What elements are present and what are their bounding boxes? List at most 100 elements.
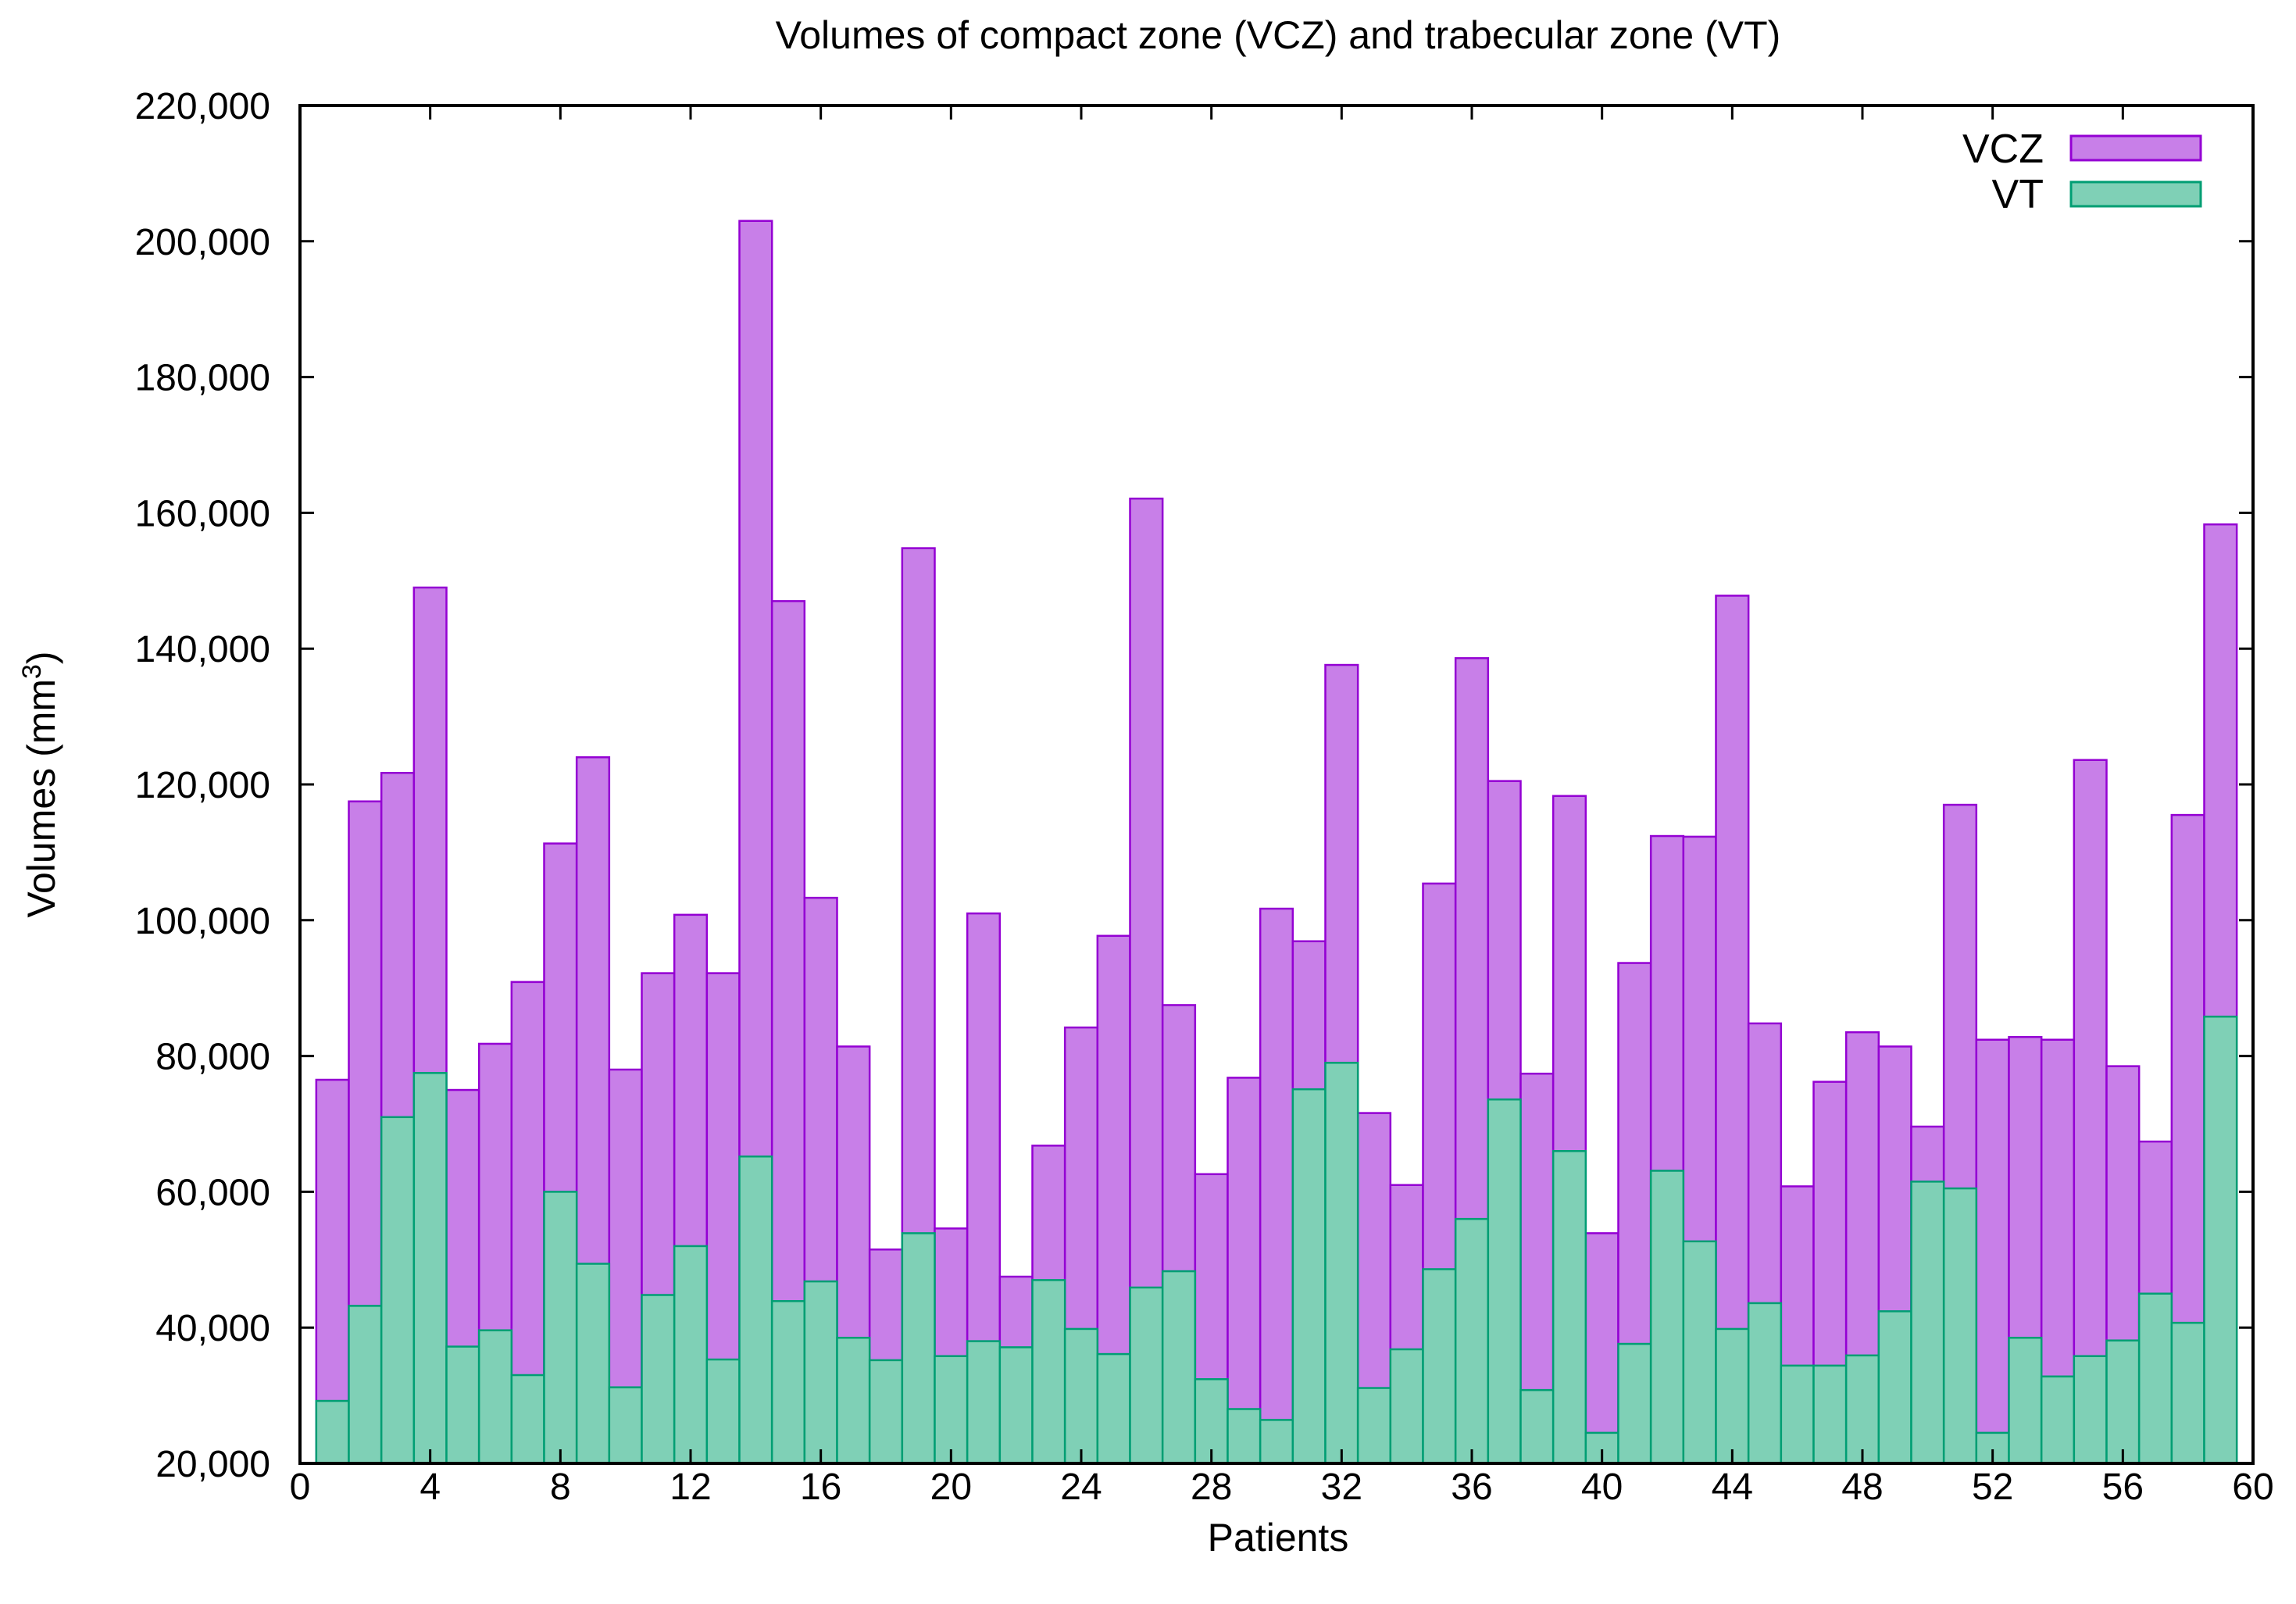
y-tick-label: 220,000 xyxy=(134,86,270,127)
bar-vt-36 xyxy=(1454,1217,1490,1465)
bar-vt-39 xyxy=(1551,1150,1587,1465)
bar-vcz-1 xyxy=(315,1078,350,1465)
x-tick-label: 48 xyxy=(1841,1466,1883,1508)
bar-vcz-40 xyxy=(1584,1232,1619,1465)
bar-vcz-52 xyxy=(1975,1038,2010,1465)
x-axis-ticks: 0 4 8 12 16 20 24 28 32 36 40 44 48 52 56 60 xyxy=(290,105,2274,1508)
y-tick-label: 200,000 xyxy=(134,222,270,263)
bar-vt-12 xyxy=(673,1245,709,1465)
bar-vt-45 xyxy=(1747,1302,1783,1465)
y-axis-title-superscript: 3 xyxy=(17,664,47,679)
y-tick-label: 160,000 xyxy=(134,493,270,534)
bar-vt-31 xyxy=(1291,1088,1327,1465)
bar-vt-44 xyxy=(1715,1327,1750,1465)
bar-vt-54 xyxy=(2040,1375,2076,1465)
x-tick-label: 4 xyxy=(420,1466,441,1508)
x-tick-label: 8 xyxy=(550,1466,571,1508)
bar-vt-17 xyxy=(836,1336,871,1465)
legend-swatch-vcz xyxy=(2069,134,2202,162)
bar-vt-20 xyxy=(934,1355,969,1465)
bar-vt-18 xyxy=(868,1359,904,1465)
bar-vt-30 xyxy=(1259,1419,1294,1465)
bar-vt-27 xyxy=(1161,1270,1197,1465)
bar-vt-32 xyxy=(1324,1062,1359,1465)
bar-vt-7 xyxy=(510,1374,545,1465)
bar-vt-38 xyxy=(1519,1388,1555,1465)
bar-vt-26 xyxy=(1129,1286,1164,1465)
bar-vt-50 xyxy=(1910,1181,1945,1465)
x-tick-label: 20 xyxy=(930,1466,972,1508)
legend: VCZ VT xyxy=(1962,127,2202,217)
x-tick-label: 0 xyxy=(290,1466,311,1508)
bar-vt-25 xyxy=(1096,1352,1131,1465)
bar-vt-58 xyxy=(2170,1321,2205,1465)
bar-vt-4 xyxy=(412,1072,448,1465)
bar-vt-13 xyxy=(705,1358,741,1465)
legend-label-vcz: VCZ xyxy=(1962,127,2044,172)
x-tick-label: 12 xyxy=(670,1466,711,1508)
x-tick-label: 32 xyxy=(1321,1466,1362,1508)
bar-vt-14 xyxy=(738,1155,773,1465)
x-tick-label: 28 xyxy=(1191,1466,1232,1508)
bar-vt-24 xyxy=(1063,1327,1099,1465)
bar-vt-22 xyxy=(998,1346,1034,1465)
y-axis-title: Volumes (mm3) xyxy=(17,651,63,917)
x-axis-title: Patients xyxy=(1208,1516,1349,1559)
x-tick-label: 52 xyxy=(1972,1466,2013,1508)
bar-vt-10 xyxy=(608,1386,643,1465)
bar-vt-3 xyxy=(380,1116,416,1465)
bar-vt-23 xyxy=(1031,1279,1066,1465)
bar-vt-15 xyxy=(770,1300,806,1465)
bar-vt-1 xyxy=(315,1399,350,1465)
bar-vt-59 xyxy=(2203,1015,2238,1465)
y-tick-label: 140,000 xyxy=(134,629,270,670)
x-tick-label: 60 xyxy=(2232,1466,2273,1508)
x-tick-label: 16 xyxy=(800,1466,841,1508)
legend-swatch-vt xyxy=(2069,180,2202,208)
legend-label-vt: VT xyxy=(1992,172,2044,217)
x-tick-label: 44 xyxy=(1712,1466,1753,1508)
bar-vt-43 xyxy=(1682,1240,1717,1465)
x-tick-label: 36 xyxy=(1451,1466,1492,1508)
y-axis-ticks: 20,000 40,000 60,000 80,000 100,000 120,000 14… xyxy=(134,86,2253,1485)
bar-vt-29 xyxy=(1227,1408,1262,1465)
y-axis-title-main: Volumes (mm xyxy=(20,679,63,918)
bar-vt-6 xyxy=(477,1329,513,1465)
bar-vt-55 xyxy=(2073,1355,2108,1465)
bar-vt-34 xyxy=(1389,1348,1424,1465)
y-axis-title-close: ) xyxy=(20,651,63,664)
y-tick-label: 40,000 xyxy=(155,1308,270,1349)
bar-vt-19 xyxy=(901,1232,936,1465)
x-tick-label: 56 xyxy=(2102,1466,2144,1508)
bar-vcz-30 xyxy=(1259,907,1294,1465)
y-tick-label: 120,000 xyxy=(134,765,270,806)
bar-vt-2 xyxy=(348,1305,383,1465)
chart-title: Volumes of compact zone (VCZ) and trabec… xyxy=(776,13,1781,57)
bar-vt-5 xyxy=(445,1345,480,1465)
bar-vt-11 xyxy=(641,1294,676,1465)
x-tick-label: 24 xyxy=(1060,1466,1102,1508)
bar-vcz-55 xyxy=(2073,759,2108,1465)
bar-vt-41 xyxy=(1617,1342,1652,1465)
bar-vt-21 xyxy=(966,1340,1002,1465)
bar-vt-48 xyxy=(1844,1354,1880,1465)
bar-vt-51 xyxy=(1942,1187,1978,1465)
bar-vt-35 xyxy=(1422,1268,1457,1465)
bar-vt-57 xyxy=(2137,1292,2173,1465)
bar-vt-46 xyxy=(1780,1364,1815,1465)
y-tick-label: 60,000 xyxy=(155,1172,270,1213)
bar-vt-9 xyxy=(575,1263,611,1465)
bar-vt-56 xyxy=(2105,1339,2141,1465)
y-tick-label: 20,000 xyxy=(155,1444,270,1485)
bar-vt-8 xyxy=(543,1191,578,1465)
bar-vt-37 xyxy=(1487,1098,1522,1465)
y-tick-label: 100,000 xyxy=(134,901,270,942)
vt-bars xyxy=(315,1015,2238,1465)
bar-vcz-29 xyxy=(1227,1077,1262,1465)
bar-vt-47 xyxy=(1812,1364,1848,1465)
bar-vt-53 xyxy=(2008,1336,2043,1465)
bar-vt-49 xyxy=(1877,1310,1912,1465)
bar-vt-16 xyxy=(803,1280,838,1465)
bar-vt-42 xyxy=(1649,1170,1685,1465)
